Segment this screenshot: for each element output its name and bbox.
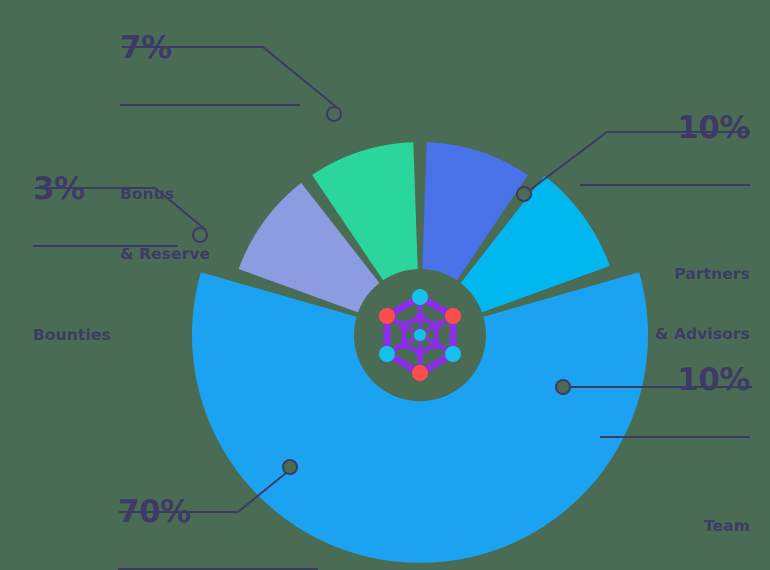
hexagon-network-logo [379, 289, 461, 381]
callout-percent-bounties: 3% [33, 171, 85, 207]
callout-name-bonus-reserve-line2: & Reserve [120, 244, 211, 263]
callout-label-bounties: 3% Bounties [33, 141, 178, 418]
callout-name-team-share-line1: Team [703, 517, 750, 536]
leader-marker-core [282, 459, 298, 475]
callout-percent-core-token-sales: 70% [118, 494, 191, 530]
leader-marker-bounties [192, 227, 208, 243]
slice-core-token-sales[interactable] [192, 272, 649, 563]
donut-segments [192, 142, 649, 563]
slice-partners-advisors[interactable] [422, 142, 528, 281]
callout-percent-partners-advisors: 10% [677, 110, 750, 146]
callout-name-partners-advisors-line2: & Advisors [654, 324, 750, 343]
callout-rule-team-share [600, 435, 750, 438]
leader-marker-team [555, 379, 571, 395]
logo-outer-nodes [379, 289, 461, 381]
leader-marker-bonus [326, 106, 342, 122]
leader-core-token-sales [119, 459, 298, 513]
callout-name-bonus-reserve-line1: Bonus [120, 185, 175, 204]
callout-rule-bonus-reserve [120, 103, 300, 106]
callout-label-core-token-sales: 70% Core Token Sales [118, 464, 318, 570]
slice-team-share[interactable] [460, 175, 610, 313]
callout-name-bounties-line1: Bounties [33, 326, 111, 345]
callout-rule-core-token-sales [118, 567, 318, 570]
leader-bounties [35, 187, 208, 243]
leader-bonus-reserve [122, 46, 342, 122]
slice-bounties[interactable] [238, 182, 380, 313]
callout-rule-bounties [33, 244, 178, 247]
leader-marker-partners [516, 186, 532, 202]
logo-core-node [414, 329, 426, 341]
leader-team-share [555, 379, 752, 395]
logo-inner-nodes [399, 312, 441, 358]
callout-leader-lines [35, 46, 752, 513]
callout-label-partners-advisors: 10% Partners & Advisors [580, 80, 751, 416]
callout-name-partners-advisors-line1: Partners [674, 265, 750, 284]
callout-label-bonus-reserve: 7% Bonus & Reserve [120, 0, 300, 336]
callout-label-team-share: 10% Team Share [600, 332, 751, 570]
callout-percent-bonus-reserve: 7% [120, 30, 172, 66]
callout-rule-partners-advisors [580, 183, 750, 186]
leader-partners-advisors [516, 131, 750, 202]
callout-percent-team-share: 10% [677, 362, 750, 398]
slice-bonus-reserve[interactable] [312, 142, 418, 281]
